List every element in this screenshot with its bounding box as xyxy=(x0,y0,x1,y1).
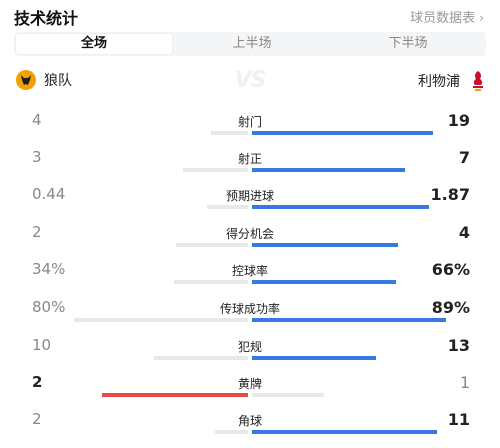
home-value: 2 xyxy=(32,373,43,391)
away-bar xyxy=(252,131,433,135)
stat-label: 犯规 xyxy=(237,340,263,354)
away-team[interactable]: 利物浦 xyxy=(418,70,486,92)
stats-header: 技术统计 球员数据表 › xyxy=(0,0,500,30)
liverpool-crest-icon xyxy=(470,70,486,92)
teams-header: 狼队 VS 利物浦 xyxy=(14,68,486,96)
home-bar xyxy=(154,356,248,360)
away-bar xyxy=(252,393,324,397)
stat-row-fouls: 10 犯规 13 xyxy=(0,336,500,374)
away-bar xyxy=(252,430,437,434)
stat-row-big-chances: 2 得分机会 4 xyxy=(0,223,500,261)
tab-second-half[interactable]: 下半场 xyxy=(388,36,428,51)
stat-label: 射门 xyxy=(237,115,263,129)
stat-row-shots: 4 射门 19 xyxy=(0,111,500,149)
stat-label: 传球成功率 xyxy=(219,302,281,316)
stat-label: 预期进球 xyxy=(225,189,275,203)
away-value: 89% xyxy=(431,298,470,317)
page-title: 技术统计 xyxy=(14,9,79,28)
home-value: 0.44 xyxy=(32,185,66,203)
away-value: 19 xyxy=(447,111,470,130)
tab-full-match[interactable]: 全场 xyxy=(16,34,172,54)
home-value: 34% xyxy=(32,260,66,278)
away-team-name: 利物浦 xyxy=(418,74,460,90)
home-value: 10 xyxy=(32,336,52,354)
home-bar xyxy=(215,430,248,434)
home-value: 80% xyxy=(32,298,66,316)
away-value: 66% xyxy=(431,260,470,279)
away-bar xyxy=(252,243,398,247)
home-bar xyxy=(102,393,248,397)
home-value: 3 xyxy=(32,148,42,166)
away-bar xyxy=(252,168,405,172)
tab-first-half[interactable]: 上半场 xyxy=(232,36,272,51)
away-value: 1 xyxy=(459,373,470,392)
home-team-name: 狼队 xyxy=(44,73,72,89)
wolves-crest-icon xyxy=(16,70,36,90)
away-value: 7 xyxy=(458,148,470,167)
stat-row-shots-on-target: 3 射正 7 xyxy=(0,148,500,186)
home-value: 4 xyxy=(32,111,42,129)
stat-row-expected-goals: 0.44 预期进球 1.87 xyxy=(0,185,500,223)
period-tabs: 全场 上半场 下半场 xyxy=(14,32,486,56)
away-value: 4 xyxy=(458,223,470,242)
stat-label: 控球率 xyxy=(231,264,269,278)
away-value: 1.87 xyxy=(430,185,470,204)
home-bar xyxy=(176,243,248,247)
stat-row-possession: 34% 控球率 66% xyxy=(0,260,500,298)
home-value: 2 xyxy=(32,410,42,428)
stat-label: 射正 xyxy=(237,152,263,166)
stat-label: 黄牌 xyxy=(237,377,263,391)
away-value: 13 xyxy=(447,336,470,355)
stat-row-yellow-cards: 2 黄牌 1 xyxy=(0,373,500,411)
stat-row-pass-accuracy: 80% 传球成功率 89% xyxy=(0,298,500,336)
vs-watermark: VS xyxy=(234,68,267,93)
home-bar xyxy=(74,318,248,322)
home-bar xyxy=(174,280,248,284)
away-value: 11 xyxy=(447,410,470,429)
away-bar xyxy=(252,318,446,322)
home-value: 2 xyxy=(32,223,42,241)
player-stats-link-label: 球员数据表 xyxy=(410,11,476,26)
stat-label: 得分机会 xyxy=(225,227,275,241)
away-bar xyxy=(252,356,376,360)
home-bar xyxy=(183,168,248,172)
away-bar xyxy=(252,280,396,284)
away-bar xyxy=(252,205,429,209)
stat-label: 角球 xyxy=(237,414,263,428)
home-bar xyxy=(211,131,248,135)
stat-row-corners: 2 角球 11 xyxy=(0,410,500,448)
player-stats-link[interactable]: 球员数据表 › xyxy=(410,7,484,26)
home-team[interactable]: 狼队 xyxy=(16,70,72,90)
home-bar xyxy=(207,205,248,209)
chevron-right-icon: › xyxy=(479,11,484,25)
